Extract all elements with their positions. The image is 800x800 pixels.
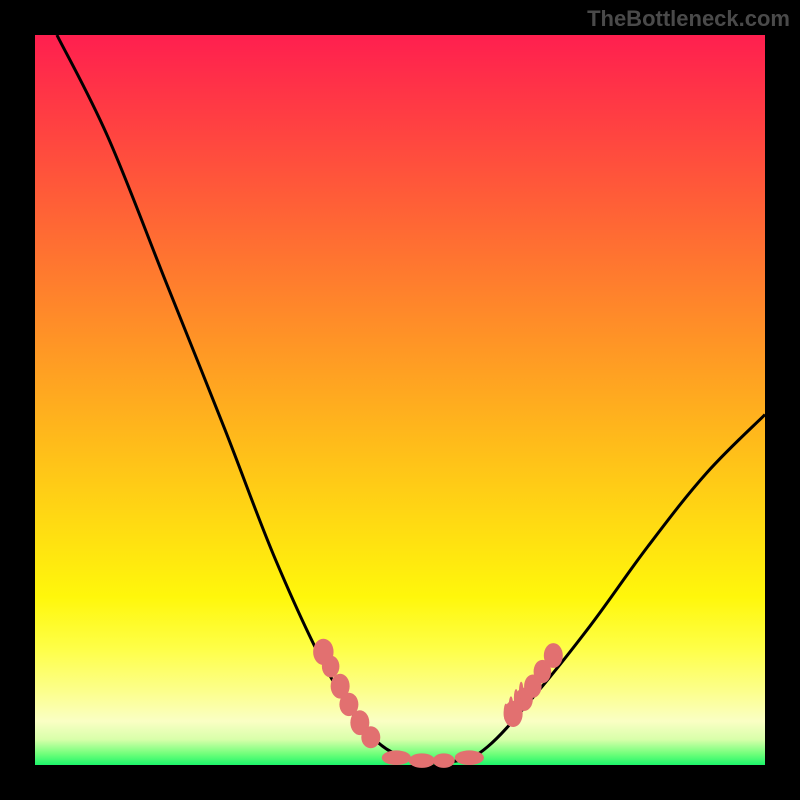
marker-dot (382, 750, 411, 765)
marker-dot (504, 704, 508, 722)
marker-dot (544, 643, 563, 668)
marker-group-right (504, 643, 563, 727)
marker-dot (455, 750, 484, 765)
plot-area (35, 35, 765, 765)
marker-group-bottom (382, 750, 484, 768)
marker-dot (509, 696, 513, 714)
marker-dot (433, 753, 455, 768)
marker-dot (519, 682, 523, 700)
marker-group-left (313, 639, 380, 749)
curve-layer (35, 35, 765, 765)
bottleneck-curve-path (57, 35, 765, 763)
watermark-text: TheBottleneck.com (587, 6, 790, 32)
marker-dot (361, 726, 380, 748)
marker-dot (409, 753, 435, 768)
marker-dot (322, 656, 340, 678)
marker-dot (514, 689, 518, 707)
